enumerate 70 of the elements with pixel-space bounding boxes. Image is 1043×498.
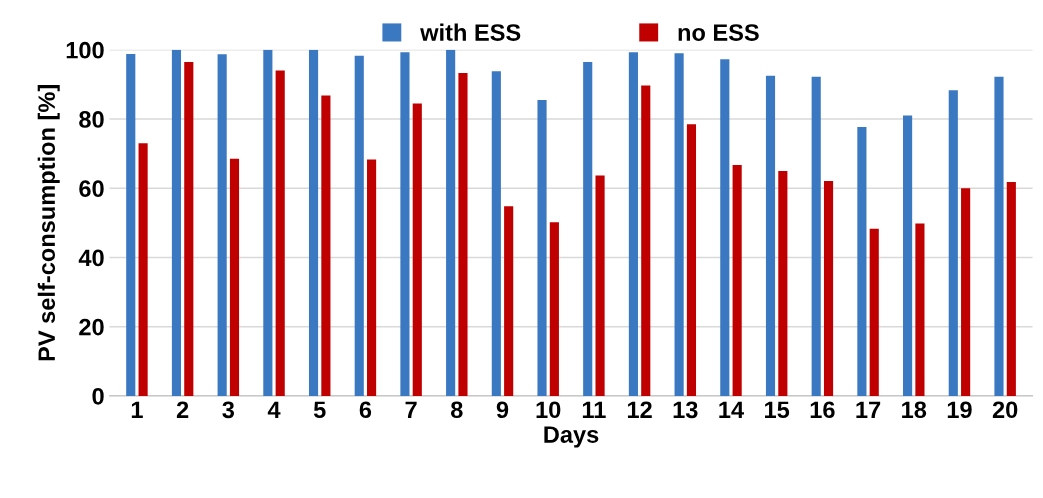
x-tick-label: 18 xyxy=(902,401,927,419)
x-tick-label: 9 xyxy=(496,401,509,419)
bar xyxy=(1006,182,1016,396)
x-tick-label: 13 xyxy=(673,401,698,419)
x-tick-label: 11 xyxy=(582,401,606,418)
bar xyxy=(778,170,788,396)
bar xyxy=(412,103,422,396)
bar xyxy=(674,53,684,396)
legend-label: with ESS xyxy=(420,23,521,41)
bar xyxy=(765,75,776,396)
bar xyxy=(321,95,331,396)
bar xyxy=(367,159,377,396)
bar xyxy=(628,52,638,396)
x-tick-label: 20 xyxy=(992,401,1018,419)
x-tick-label: 4 xyxy=(267,401,281,418)
bar xyxy=(994,76,1004,396)
x-tick-label: 6 xyxy=(359,401,372,419)
x-tick-label: 16 xyxy=(810,401,835,419)
bar xyxy=(275,70,285,396)
y-tick-label: 40 xyxy=(78,249,104,267)
x-tick-label: 10 xyxy=(536,401,561,419)
bar xyxy=(811,76,821,396)
y-tick-label: 60 xyxy=(79,180,104,198)
bar xyxy=(504,206,514,396)
x-tick-label: 17 xyxy=(856,401,881,418)
x-axis-title: Days xyxy=(544,426,599,448)
bar xyxy=(686,124,697,396)
legend-label: no ESS xyxy=(678,24,759,41)
bar xyxy=(263,49,273,396)
x-tick-label: 7 xyxy=(405,401,417,418)
y-tick-label: 80 xyxy=(79,111,104,128)
bar xyxy=(354,55,364,396)
bar xyxy=(217,54,227,396)
bar xyxy=(229,158,240,396)
x-tick-label: 1 xyxy=(131,401,143,418)
y-tick-label: 20 xyxy=(79,318,104,336)
x-tick-label: 15 xyxy=(765,401,790,419)
bar xyxy=(641,85,651,396)
bar xyxy=(400,52,410,396)
bar xyxy=(458,72,468,396)
bar xyxy=(171,49,182,396)
x-tick-label: 14 xyxy=(719,401,744,418)
bar xyxy=(126,53,136,396)
x-tick-label: 8 xyxy=(450,401,463,419)
bar xyxy=(823,180,834,396)
x-tick-label: 12 xyxy=(627,401,652,418)
bar xyxy=(857,126,867,396)
bar xyxy=(903,115,913,396)
y-tick-label: 100 xyxy=(66,41,104,59)
x-tick-label: 5 xyxy=(313,401,326,419)
bar xyxy=(595,175,605,396)
x-tick-label: 3 xyxy=(222,401,235,419)
bar xyxy=(869,228,879,396)
bar xyxy=(583,61,593,396)
bar xyxy=(537,99,547,396)
bar xyxy=(732,165,742,396)
bar xyxy=(308,49,319,396)
y-tick-label: 0 xyxy=(92,387,104,405)
bar xyxy=(446,49,456,396)
bar xyxy=(491,71,501,396)
x-tick-label: 19 xyxy=(947,401,972,419)
bar xyxy=(915,223,925,396)
bar xyxy=(948,90,958,396)
bar xyxy=(549,222,559,396)
y-axis-title: PV self-consumption [%] xyxy=(37,85,60,361)
x-tick-label: 2 xyxy=(176,401,189,418)
bar xyxy=(138,143,148,396)
bar xyxy=(720,59,730,396)
bar xyxy=(961,188,971,396)
bar xyxy=(184,61,194,396)
